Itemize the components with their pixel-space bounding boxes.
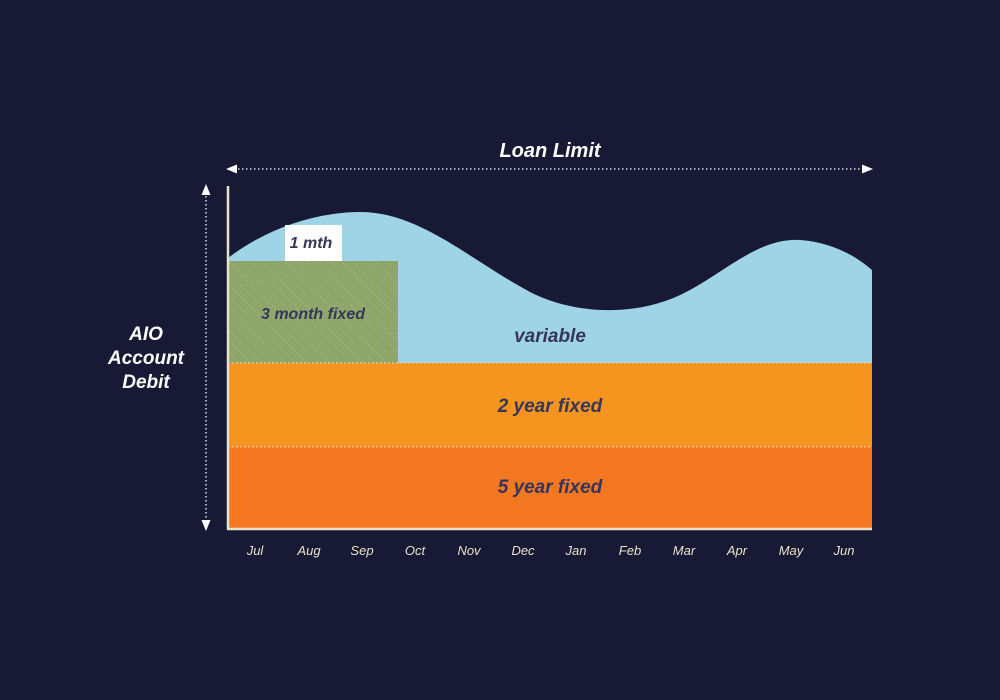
loan-limit-arrow-left-head xyxy=(226,164,237,174)
loan-limit-label: Loan Limit xyxy=(499,140,601,162)
five-year-fixed-band xyxy=(228,447,872,528)
month-label: Dec xyxy=(511,543,535,558)
one-month-tab xyxy=(285,225,342,261)
three-month-fixed-block xyxy=(228,261,398,363)
variable-label: variable xyxy=(514,326,586,347)
two-year-fixed-band xyxy=(228,363,872,447)
month-label: Sep xyxy=(350,543,373,558)
y-axis-label-line-1: AIO xyxy=(128,324,163,345)
three-month-fixed-label: 3 month fixed xyxy=(261,306,366,323)
one-month-label: 1 mth xyxy=(290,235,333,252)
month-label: Nov xyxy=(457,543,482,558)
month-label: Jan xyxy=(565,543,587,558)
five-year-fixed-label: 5 year fixed xyxy=(498,477,603,498)
y-axis-label-line-2: Account xyxy=(107,348,185,369)
month-label: Oct xyxy=(405,543,427,558)
y-axis-label-line-3: Debit xyxy=(122,372,170,393)
month-label: Mar xyxy=(673,543,696,558)
two-year-fixed-label: 2 year fixed xyxy=(497,396,603,417)
debit-arrow-bottom-head xyxy=(201,520,211,531)
month-axis: Jul Aug Sep Oct Nov Dec Jan Feb Mar Apr … xyxy=(246,543,855,558)
month-label: Aug xyxy=(296,543,321,558)
month-label: Jun xyxy=(833,543,855,558)
loan-limit-arrow-right-head xyxy=(862,164,873,174)
month-label: Feb xyxy=(619,543,641,558)
month-label: Jul xyxy=(246,543,265,558)
debit-arrow-top-head xyxy=(201,184,211,195)
month-label: Apr xyxy=(726,543,748,558)
month-label: May xyxy=(779,543,805,558)
